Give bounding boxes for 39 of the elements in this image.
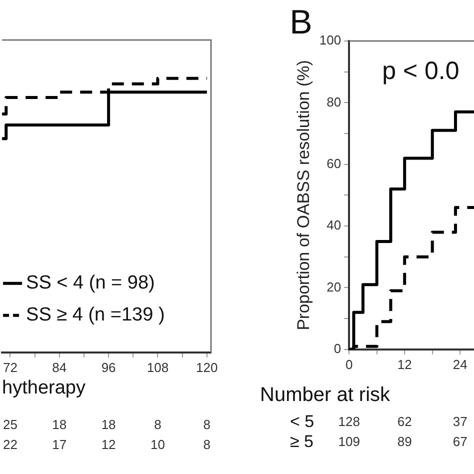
x-tick-label: 72 bbox=[2, 360, 18, 375]
legend-label: SS < 4 (n = 98) bbox=[26, 272, 155, 294]
x-tick-label: 84 bbox=[52, 360, 67, 375]
text: 25 bbox=[2, 416, 18, 432]
text: 128 bbox=[338, 414, 360, 429]
x-tick-label: 12 bbox=[397, 356, 412, 372]
text: ≥ 5 bbox=[290, 432, 314, 452]
text: 17 bbox=[52, 436, 67, 452]
x-tick-label: 0 bbox=[345, 356, 353, 372]
y-tick-label: 0 bbox=[334, 340, 342, 356]
text: 18 bbox=[101, 416, 116, 432]
text: 8 bbox=[203, 416, 211, 432]
x-tick-label: 96 bbox=[101, 360, 116, 375]
text: 18 bbox=[52, 416, 67, 432]
text: 22 bbox=[2, 436, 18, 452]
x-tick-label: 108 bbox=[146, 360, 169, 375]
text: 8 bbox=[203, 436, 211, 452]
y-tick-label: 80 bbox=[326, 94, 342, 110]
y-tick-label: 40 bbox=[326, 218, 342, 233]
x-tick-label: 120 bbox=[196, 360, 218, 375]
text: Number at risk bbox=[260, 384, 392, 406]
x-axis-title: hytherapy bbox=[2, 378, 86, 399]
y-tick-label: 60 bbox=[326, 156, 342, 171]
annotation: p < 0.0 bbox=[382, 56, 460, 85]
text: 10 bbox=[150, 436, 165, 452]
text: 8 bbox=[154, 416, 162, 432]
text: 37 bbox=[452, 414, 468, 429]
text: 89 bbox=[397, 434, 412, 449]
x-tick-label: 24 bbox=[452, 356, 468, 372]
text: < 5 bbox=[290, 412, 314, 432]
y-tick-label: 100 bbox=[319, 32, 342, 48]
text: 109 bbox=[338, 434, 360, 449]
text: 62 bbox=[397, 414, 412, 429]
chart-title: B bbox=[290, 3, 312, 42]
y-axis-title: Proportion of OABSS resolution (%) bbox=[294, 60, 313, 330]
text: 67 bbox=[452, 434, 468, 449]
legend-label: SS ≥ 4 (n =139 ) bbox=[26, 304, 165, 326]
y-tick-label: 20 bbox=[326, 279, 342, 294]
text: 12 bbox=[101, 436, 116, 452]
